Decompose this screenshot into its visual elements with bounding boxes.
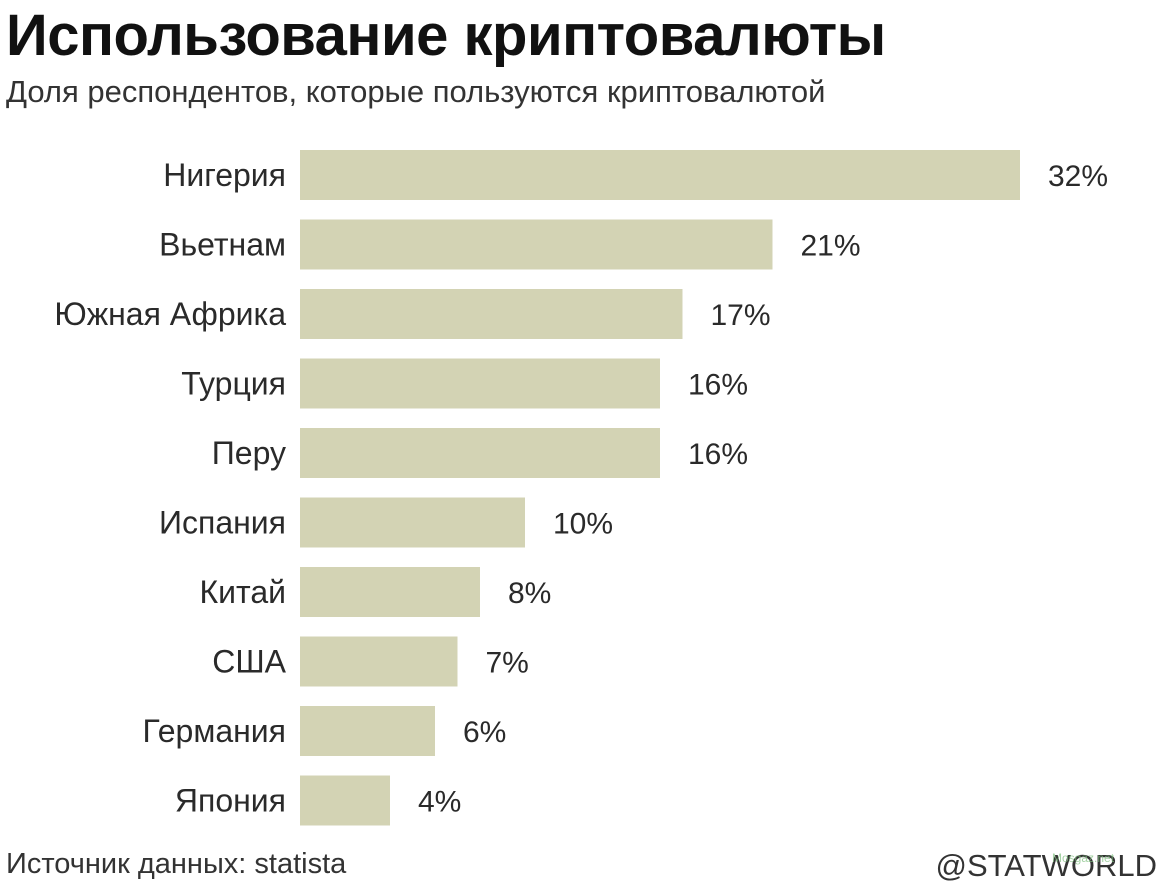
category-label: США — [212, 644, 286, 680]
bar — [300, 428, 660, 478]
category-label: Турция — [181, 366, 286, 402]
value-label: 6% — [463, 716, 506, 749]
category-label: Китай — [200, 574, 286, 610]
category-label: Вьетнам — [159, 227, 286, 263]
bar — [300, 358, 660, 409]
category-label: Южная Африка — [54, 296, 286, 332]
bar — [300, 497, 525, 548]
watermark: Mosgaz.net — [1052, 851, 1115, 865]
bar — [300, 706, 435, 756]
value-label: 7% — [486, 647, 529, 680]
value-label: 21% — [801, 230, 861, 263]
category-label: Испания — [159, 505, 286, 541]
brand-handle: @STATWORLD — [935, 848, 1157, 883]
value-label: 17% — [711, 299, 771, 332]
category-label: Перу — [212, 435, 286, 471]
bar — [300, 636, 458, 687]
value-label: 16% — [688, 369, 748, 402]
category-label: Япония — [175, 783, 286, 819]
bar — [300, 567, 480, 617]
category-label: Нигерия — [163, 157, 286, 193]
value-label: 32% — [1048, 160, 1108, 193]
chart-title: Использование криптовалюты — [6, 3, 886, 68]
chart-subtitle: Доля респондентов, которые пользуются кр… — [6, 74, 826, 109]
value-label: 8% — [508, 577, 551, 610]
value-label: 4% — [418, 786, 461, 819]
bar — [300, 289, 683, 339]
bar — [300, 775, 390, 826]
value-label: 16% — [688, 438, 748, 471]
source-note: Источник данных: statista — [6, 848, 347, 880]
bar — [300, 219, 773, 270]
bar — [300, 150, 1020, 200]
category-label: Германия — [143, 713, 286, 749]
value-label: 10% — [553, 508, 613, 541]
